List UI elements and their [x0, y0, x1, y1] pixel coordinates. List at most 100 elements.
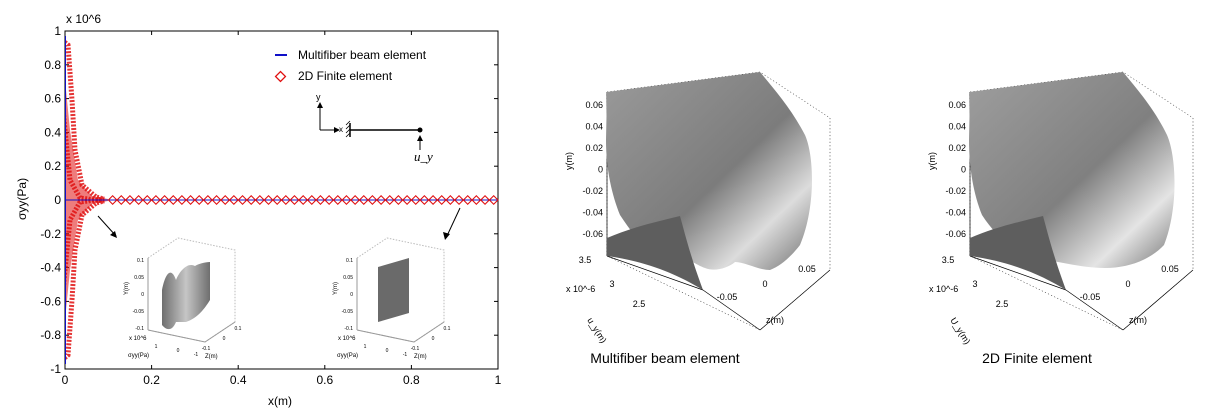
s1-caption: Multifiber beam element [590, 350, 740, 366]
surface-bottom-2 [970, 216, 1066, 290]
s1-xlabel: u_y(m) [585, 316, 608, 345]
inset-z-tick: -0.1 [202, 346, 211, 352]
fe-marker [298, 194, 309, 206]
inset-y-tick: 0.05 [343, 275, 353, 281]
s2-xlabel: U_y(m) [948, 316, 972, 346]
fe-marker [428, 194, 439, 206]
surface-z-tick: 0 [762, 279, 767, 289]
fe-marker [228, 194, 239, 206]
surface-z-tick: 0 [1125, 279, 1130, 289]
fe-marker [159, 194, 170, 206]
fe-marker [376, 194, 387, 206]
fe-marker [246, 194, 257, 206]
y-tick-label: -0.4 [40, 261, 61, 275]
fe-marker [402, 194, 413, 206]
y-tick-label: -0.2 [40, 227, 61, 241]
fe-marker [324, 194, 335, 206]
fe-marker [168, 194, 179, 206]
fe-marker [410, 194, 421, 206]
y-tick-label: 0.8 [44, 58, 61, 72]
fe-marker [202, 194, 213, 206]
surface-top [606, 72, 812, 270]
fe-marker [306, 194, 317, 206]
fe-marker [488, 194, 499, 206]
y-tick-label: 0.6 [44, 92, 61, 106]
y-axis-label: σyy(Pa) [15, 178, 29, 220]
fe-marker [454, 194, 465, 206]
fe-marker [358, 194, 369, 206]
fe-marker [341, 194, 352, 206]
s2-zlabel: z(m) [1129, 315, 1147, 325]
fe-marker [462, 194, 473, 206]
x-axis-ticks: 0 0.2 0.4 0.6 0.8 1 [62, 31, 502, 387]
surface-y-tick: -0.02 [945, 186, 966, 196]
inset-z-tick: -0.1 [411, 346, 420, 352]
schematic-y-label: y [316, 92, 321, 102]
legend-label-multifiber: Multifiber beam element [298, 48, 427, 62]
inset-x-tick: 0 [386, 348, 389, 354]
surface-x-tick: 2.5 [633, 299, 646, 309]
s2-ylabel: y(m) [927, 152, 937, 170]
fe-marker [254, 194, 265, 206]
inset2-multiplier: x 10^6 [338, 336, 356, 342]
y-tick-label: 0.2 [44, 159, 61, 173]
inset-y-tick: 0 [350, 292, 353, 298]
fe-marker [150, 194, 161, 206]
fe-marker [176, 194, 187, 206]
legend-diamond-marker [274, 70, 287, 83]
x-tick-label: 0.8 [403, 373, 420, 387]
surface-x-tick: 3.5 [942, 255, 955, 265]
y-tick-label: -0.8 [40, 328, 61, 342]
inset-x-tick: 0 [177, 348, 180, 354]
surface-bottom [607, 216, 703, 290]
inset-far-field: 0.10.050-0.05-0.110-1-0.100.1 Y(m) x 10^… [333, 237, 451, 360]
fe-marker [194, 194, 205, 206]
y-tick-label: -1 [50, 362, 61, 376]
inset-y-tick: 0.1 [346, 258, 353, 264]
surface-y-tick: 0 [961, 165, 966, 175]
surface-y-tick: -0.02 [582, 186, 603, 196]
surface-x-tick: 2.5 [996, 299, 1009, 309]
surface-y-tick: 0.02 [948, 143, 966, 153]
inset-y-tick: 0.1 [137, 258, 144, 264]
fe-marker [471, 194, 482, 206]
fe-marker [445, 194, 456, 206]
inset2-zlabel: Z(m) [414, 354, 427, 360]
surface-z-tick: -0.05 [717, 292, 738, 302]
fe-marker [263, 194, 274, 206]
fe-marker [367, 194, 378, 206]
inset-near-support: 0.10.050-0.05-0.110-1-0.100.1 Y(m) x 10^… [124, 237, 242, 360]
inset-x-tick: -1 [403, 352, 408, 358]
surface-x-tick: 3.5 [579, 255, 592, 265]
fe-marker [350, 194, 361, 206]
inset-y-tick: -0.1 [135, 326, 144, 332]
inset-x-tick: 1 [364, 344, 367, 350]
x-axis-label: x(m) [268, 394, 292, 408]
surface-chart-fe: 0.06 0.04 0.02 0 -0.02 -0.04 -0.06 3.5 3 2.5 -0.05… [927, 71, 1194, 366]
x-tick-label: 0.2 [143, 373, 160, 387]
s1-zlabel: z(m) [766, 315, 784, 325]
s2-caption: 2D Finite element [982, 350, 1092, 366]
surface-z-tick: 0.05 [1161, 264, 1179, 274]
inset-z-tick: 0 [223, 336, 226, 342]
fe-marker [211, 194, 222, 206]
surface-y-tick: 0 [598, 165, 603, 175]
fe-marker [384, 194, 395, 206]
fe-marker [280, 194, 291, 206]
y-tick-label: 0 [54, 193, 61, 207]
fe-marker [142, 194, 153, 206]
fe-marker [124, 194, 135, 206]
inset-x-tick: 1 [155, 344, 158, 350]
fe-marker [185, 194, 196, 206]
tip-node [417, 127, 423, 133]
inset2-ylabel: Y(m) [333, 282, 339, 295]
fe-marker [116, 194, 127, 206]
fe-marker [133, 194, 144, 206]
x-tick-label: 1 [495, 373, 502, 387]
y-multiplier: x 10^6 [66, 12, 101, 26]
fe-marker [220, 194, 231, 206]
inset1-multiplier: x 10^6 [129, 336, 147, 342]
fe-marker [419, 194, 430, 206]
surface-y-tick: -0.04 [582, 208, 603, 218]
